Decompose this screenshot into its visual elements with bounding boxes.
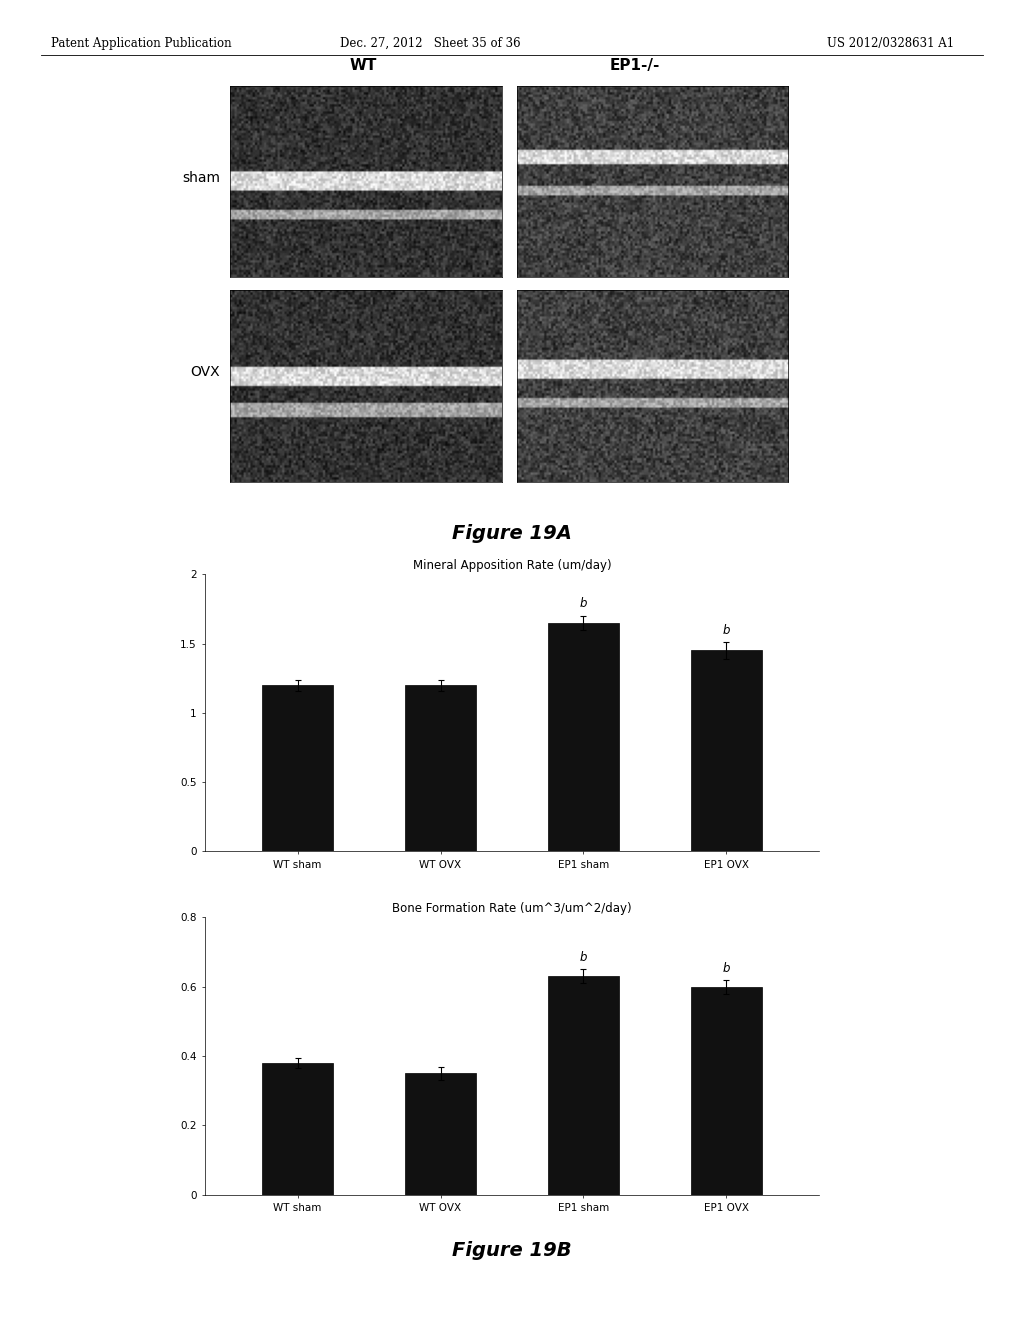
Bar: [404, 685, 476, 851]
Text: b: b: [723, 961, 730, 974]
Text: OVX: OVX: [190, 366, 220, 379]
Text: Patent Application Publication: Patent Application Publication: [51, 37, 231, 50]
Bar: [548, 977, 620, 1195]
Bar: [690, 987, 762, 1195]
Text: Figure 19B: Figure 19B: [453, 1241, 571, 1259]
Bar: [404, 1073, 476, 1195]
Text: sham: sham: [182, 172, 220, 185]
Text: EP1-/-: EP1-/-: [609, 58, 660, 73]
Text: US 2012/0328631 A1: US 2012/0328631 A1: [827, 37, 954, 50]
Bar: [690, 651, 762, 851]
Text: b: b: [580, 597, 587, 610]
Title: Mineral Apposition Rate (um/day): Mineral Apposition Rate (um/day): [413, 558, 611, 572]
Bar: [262, 1063, 334, 1195]
Text: Dec. 27, 2012   Sheet 35 of 36: Dec. 27, 2012 Sheet 35 of 36: [340, 37, 520, 50]
Text: WT: WT: [350, 58, 377, 73]
Title: Bone Formation Rate (um^3/um^2/day): Bone Formation Rate (um^3/um^2/day): [392, 902, 632, 915]
Text: Figure 19A: Figure 19A: [452, 524, 572, 543]
Bar: [548, 623, 620, 851]
Text: b: b: [580, 952, 587, 964]
Text: b: b: [723, 623, 730, 636]
Bar: [262, 685, 334, 851]
